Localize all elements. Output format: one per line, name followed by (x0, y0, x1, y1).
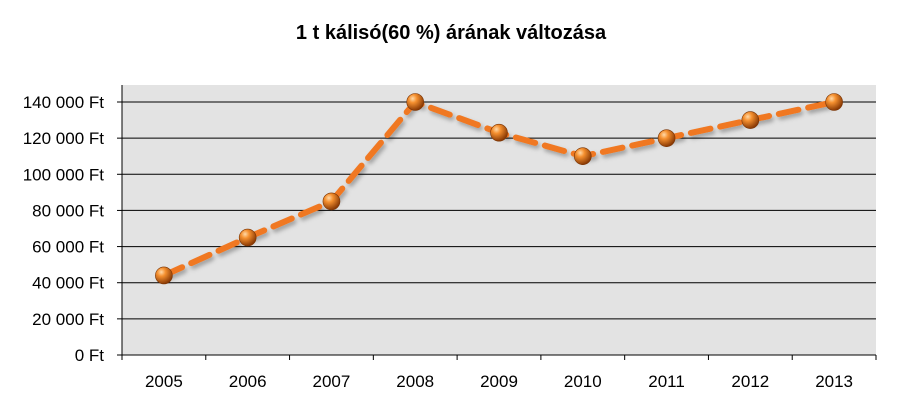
x-tick-label: 2006 (229, 372, 267, 391)
y-tick-labels: 0 Ft 20 000 Ft 40 000 Ft 60 000 Ft 80 000 Ft… (23, 93, 105, 365)
data-point-2013 (825, 93, 843, 111)
y-tick-label: 20 000 Ft (32, 310, 104, 329)
data-point-2010 (573, 147, 592, 166)
x-tick-label: 2011 (648, 372, 685, 391)
data-point-2006 (238, 228, 257, 247)
data-point-2012 (741, 111, 760, 129)
y-tick-label: 0 Ft (75, 346, 105, 365)
x-tick-label: 2010 (564, 372, 602, 391)
data-series (155, 93, 843, 285)
data-point-2011 (657, 129, 676, 147)
y-tick-label: 80 000 Ft (32, 201, 104, 220)
axes (117, 85, 877, 360)
data-point-2007 (322, 192, 341, 211)
x-tick-labels: 2005 2006 2007 2008 2009 2010 2011 2012 2013 (145, 372, 853, 391)
chart-title: 1 t kálisó(60 %) árának változása (295, 22, 607, 44)
x-tick-label: 2005 (145, 372, 183, 391)
x-tick-label: 2012 (731, 372, 769, 391)
data-point-2008 (406, 93, 425, 111)
x-tick-label: 2008 (396, 372, 434, 391)
y-tick-label: 40 000 Ft (32, 274, 104, 293)
x-tick-label: 2009 (480, 372, 518, 391)
y-tick-label: 100 000 Ft (23, 165, 105, 184)
x-tick-label: 2007 (313, 372, 351, 391)
y-tick-label: 120 000 Ft (23, 129, 105, 148)
y-tick-label: 60 000 Ft (32, 238, 104, 257)
x-tick-label: 2013 (815, 372, 853, 391)
y-tick-label: 140 000 Ft (23, 93, 105, 112)
data-point-2009 (490, 123, 508, 142)
data-point-2005 (155, 266, 173, 285)
